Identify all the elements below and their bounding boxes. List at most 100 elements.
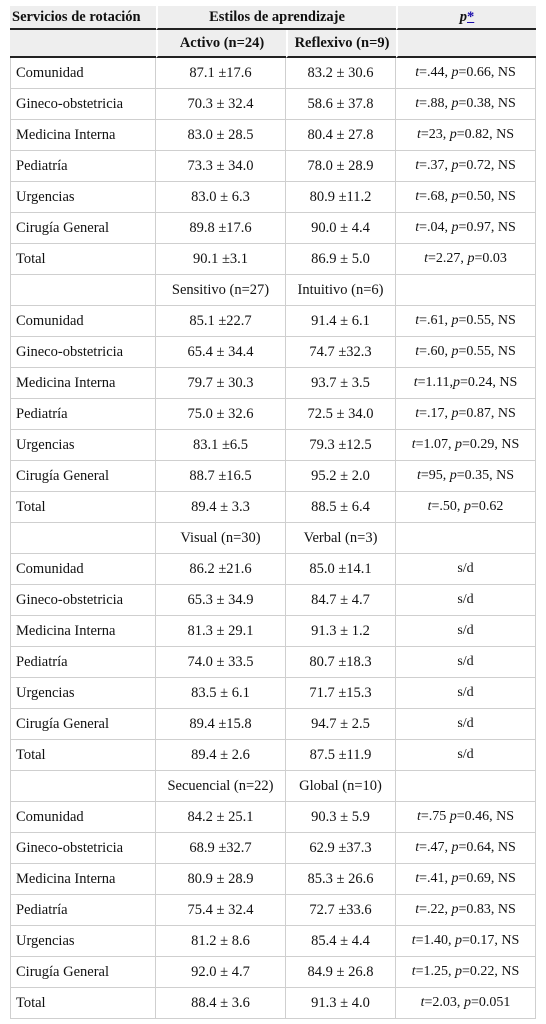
style-a-cell: 83.5 ± 6.1 (156, 678, 286, 709)
p-symbol: p (451, 189, 459, 204)
service-cell: Total (10, 492, 156, 523)
service-cell: Medicina Interna (10, 120, 156, 151)
p-value: =0.24, NS (459, 375, 518, 390)
service-cell: Total (10, 988, 156, 1019)
t-value: =.61, (419, 313, 452, 328)
table-row: Cirugía General 92.0 ± 4.7 84.9 ± 26.8 t=1.… (10, 957, 536, 988)
t-symbol: t (411, 437, 416, 452)
table-row: Cirugía General 89.4 ±15.8 94.7 ± 2.5 s/d (10, 709, 536, 740)
subheader-blank (10, 275, 156, 306)
t-value: =.37, (419, 158, 452, 173)
style-a-cell: 83.0 ± 6.3 (156, 182, 286, 213)
style-a-cell: 89.4 ± 3.3 (156, 492, 286, 523)
p-value: =0.72, NS (458, 158, 516, 173)
t-value: =95, (420, 468, 450, 483)
subheader-blank-p (396, 523, 536, 554)
style-a-cell: 80.9 ± 28.9 (156, 864, 286, 895)
subheader-style-a: Sensitivo (n=27) (156, 275, 286, 306)
t-symbol: t (415, 406, 420, 421)
style-b-cell: 72.5 ± 34.0 (286, 399, 396, 430)
style-b-cell: 90.0 ± 4.4 (286, 213, 396, 244)
footnote-link[interactable]: * (467, 8, 475, 25)
table-row: Comunidad 84.2 ± 25.1 90.3 ± 5.9 t=.75 p=0.… (10, 802, 536, 833)
service-cell: Medicina Interna (10, 616, 156, 647)
style-b-cell: 85.0 ±14.1 (286, 554, 396, 585)
service-cell: Comunidad (10, 58, 156, 89)
style-a-cell: 89.4 ± 2.6 (156, 740, 286, 771)
table-row: Pediatría 73.3 ± 34.0 78.0 ± 28.9 t=.37, p=… (10, 151, 536, 182)
table-row: Gineco-obstetricia 65.4 ± 34.4 74.7 ±32.3 t… (10, 337, 536, 368)
service-cell: Pediatría (10, 151, 156, 182)
style-b-cell: 93.7 ± 3.5 (286, 368, 396, 399)
style-a-cell: 83.0 ± 28.5 (156, 120, 286, 151)
p-value: =0.35, NS (456, 468, 515, 483)
subheader-blank-p (396, 771, 536, 802)
style-a-cell: 89.8 ±17.6 (156, 213, 286, 244)
style-b-cell: 95.2 ± 2.0 (286, 461, 396, 492)
style-a-cell: 68.9 ±32.7 (156, 833, 286, 864)
t-symbol: t (413, 375, 418, 390)
p-symbol: p (451, 313, 459, 328)
table-row: Urgencias 83.1 ±6.5 79.3 ±12.5 t=1.07, p=0.… (10, 430, 536, 461)
style-b-cell: 90.3 ± 5.9 (286, 802, 396, 833)
p-symbol: p (449, 809, 457, 824)
p-value: =0.69, NS (458, 871, 516, 886)
p-symbol: p (451, 344, 459, 359)
p-value: =0.29, NS (462, 437, 520, 452)
style-b-cell: 62.9 ±37.3 (286, 833, 396, 864)
style-a-cell: 83.1 ±6.5 (156, 430, 286, 461)
header-blank-p (396, 30, 536, 58)
style-a-cell: 88.4 ± 3.6 (156, 988, 286, 1019)
p-value: =0.051 (470, 995, 511, 1010)
style-b-cell: 87.5 ±11.9 (286, 740, 396, 771)
learning-styles-table: Servicios de rotación Estilos de aprendi… (10, 6, 536, 1019)
style-b-cell: 85.4 ± 4.4 (286, 926, 396, 957)
stat-cell: s/d (396, 678, 536, 709)
subheader-style-b: Intuitivo (n=6) (286, 275, 396, 306)
style-a-cell: 75.4 ± 32.4 (156, 895, 286, 926)
t-value: =.88, (419, 96, 452, 111)
p-value: =0.46, NS (456, 809, 515, 824)
stat-cell: t=.22, p=0.83, NS (396, 895, 536, 926)
style-b-cell: 88.5 ± 6.4 (286, 492, 396, 523)
service-cell: Cirugía General (10, 709, 156, 740)
p-value: =0.62 (470, 499, 504, 514)
stat-cell: t=.37, p=0.72, NS (396, 151, 536, 182)
style-b-cell: 83.2 ± 30.6 (286, 58, 396, 89)
service-cell: Gineco-obstetricia (10, 833, 156, 864)
stat-cell: t=.60, p=0.55, NS (396, 337, 536, 368)
service-cell: Cirugía General (10, 213, 156, 244)
service-cell: Gineco-obstetricia (10, 337, 156, 368)
service-cell: Urgencias (10, 926, 156, 957)
table-row: Pediatría 74.0 ± 33.5 80.7 ±18.3 s/d (10, 647, 536, 678)
t-value: =23, (420, 127, 450, 142)
subheader-blank (10, 523, 156, 554)
service-cell: Gineco-obstetricia (10, 89, 156, 120)
t-symbol: t (420, 995, 425, 1010)
stat-cell: s/d (396, 709, 536, 740)
service-cell: Pediatría (10, 895, 156, 926)
p-symbol: p (459, 8, 467, 25)
style-b-cell: 91.4 ± 6.1 (286, 306, 396, 337)
style-a-cell: 79.7 ± 30.3 (156, 368, 286, 399)
p-symbol: p (451, 902, 459, 917)
style-a-cell: 81.2 ± 8.6 (156, 926, 286, 957)
service-cell: Medicina Interna (10, 368, 156, 399)
t-symbol: t (415, 220, 420, 235)
t-symbol: t (416, 127, 421, 142)
style-a-cell: 73.3 ± 34.0 (156, 151, 286, 182)
p-value: =0.66, NS (458, 65, 516, 80)
t-symbol: t (411, 964, 416, 979)
t-symbol: t (415, 96, 420, 111)
p-value: =0.22, NS (462, 964, 520, 979)
t-value: =2.03, (424, 995, 464, 1010)
table-row: Urgencias 83.5 ± 6.1 71.7 ±15.3 s/d (10, 678, 536, 709)
service-cell: Pediatría (10, 647, 156, 678)
service-cell: Gineco-obstetricia (10, 585, 156, 616)
p-symbol: p (451, 220, 459, 235)
service-cell: Cirugía General (10, 957, 156, 988)
style-a-cell: 70.3 ± 32.4 (156, 89, 286, 120)
p-symbol: p (451, 158, 459, 173)
table-row: Pediatría 75.0 ± 32.6 72.5 ± 34.0 t=.17, p=… (10, 399, 536, 430)
service-cell: Pediatría (10, 399, 156, 430)
